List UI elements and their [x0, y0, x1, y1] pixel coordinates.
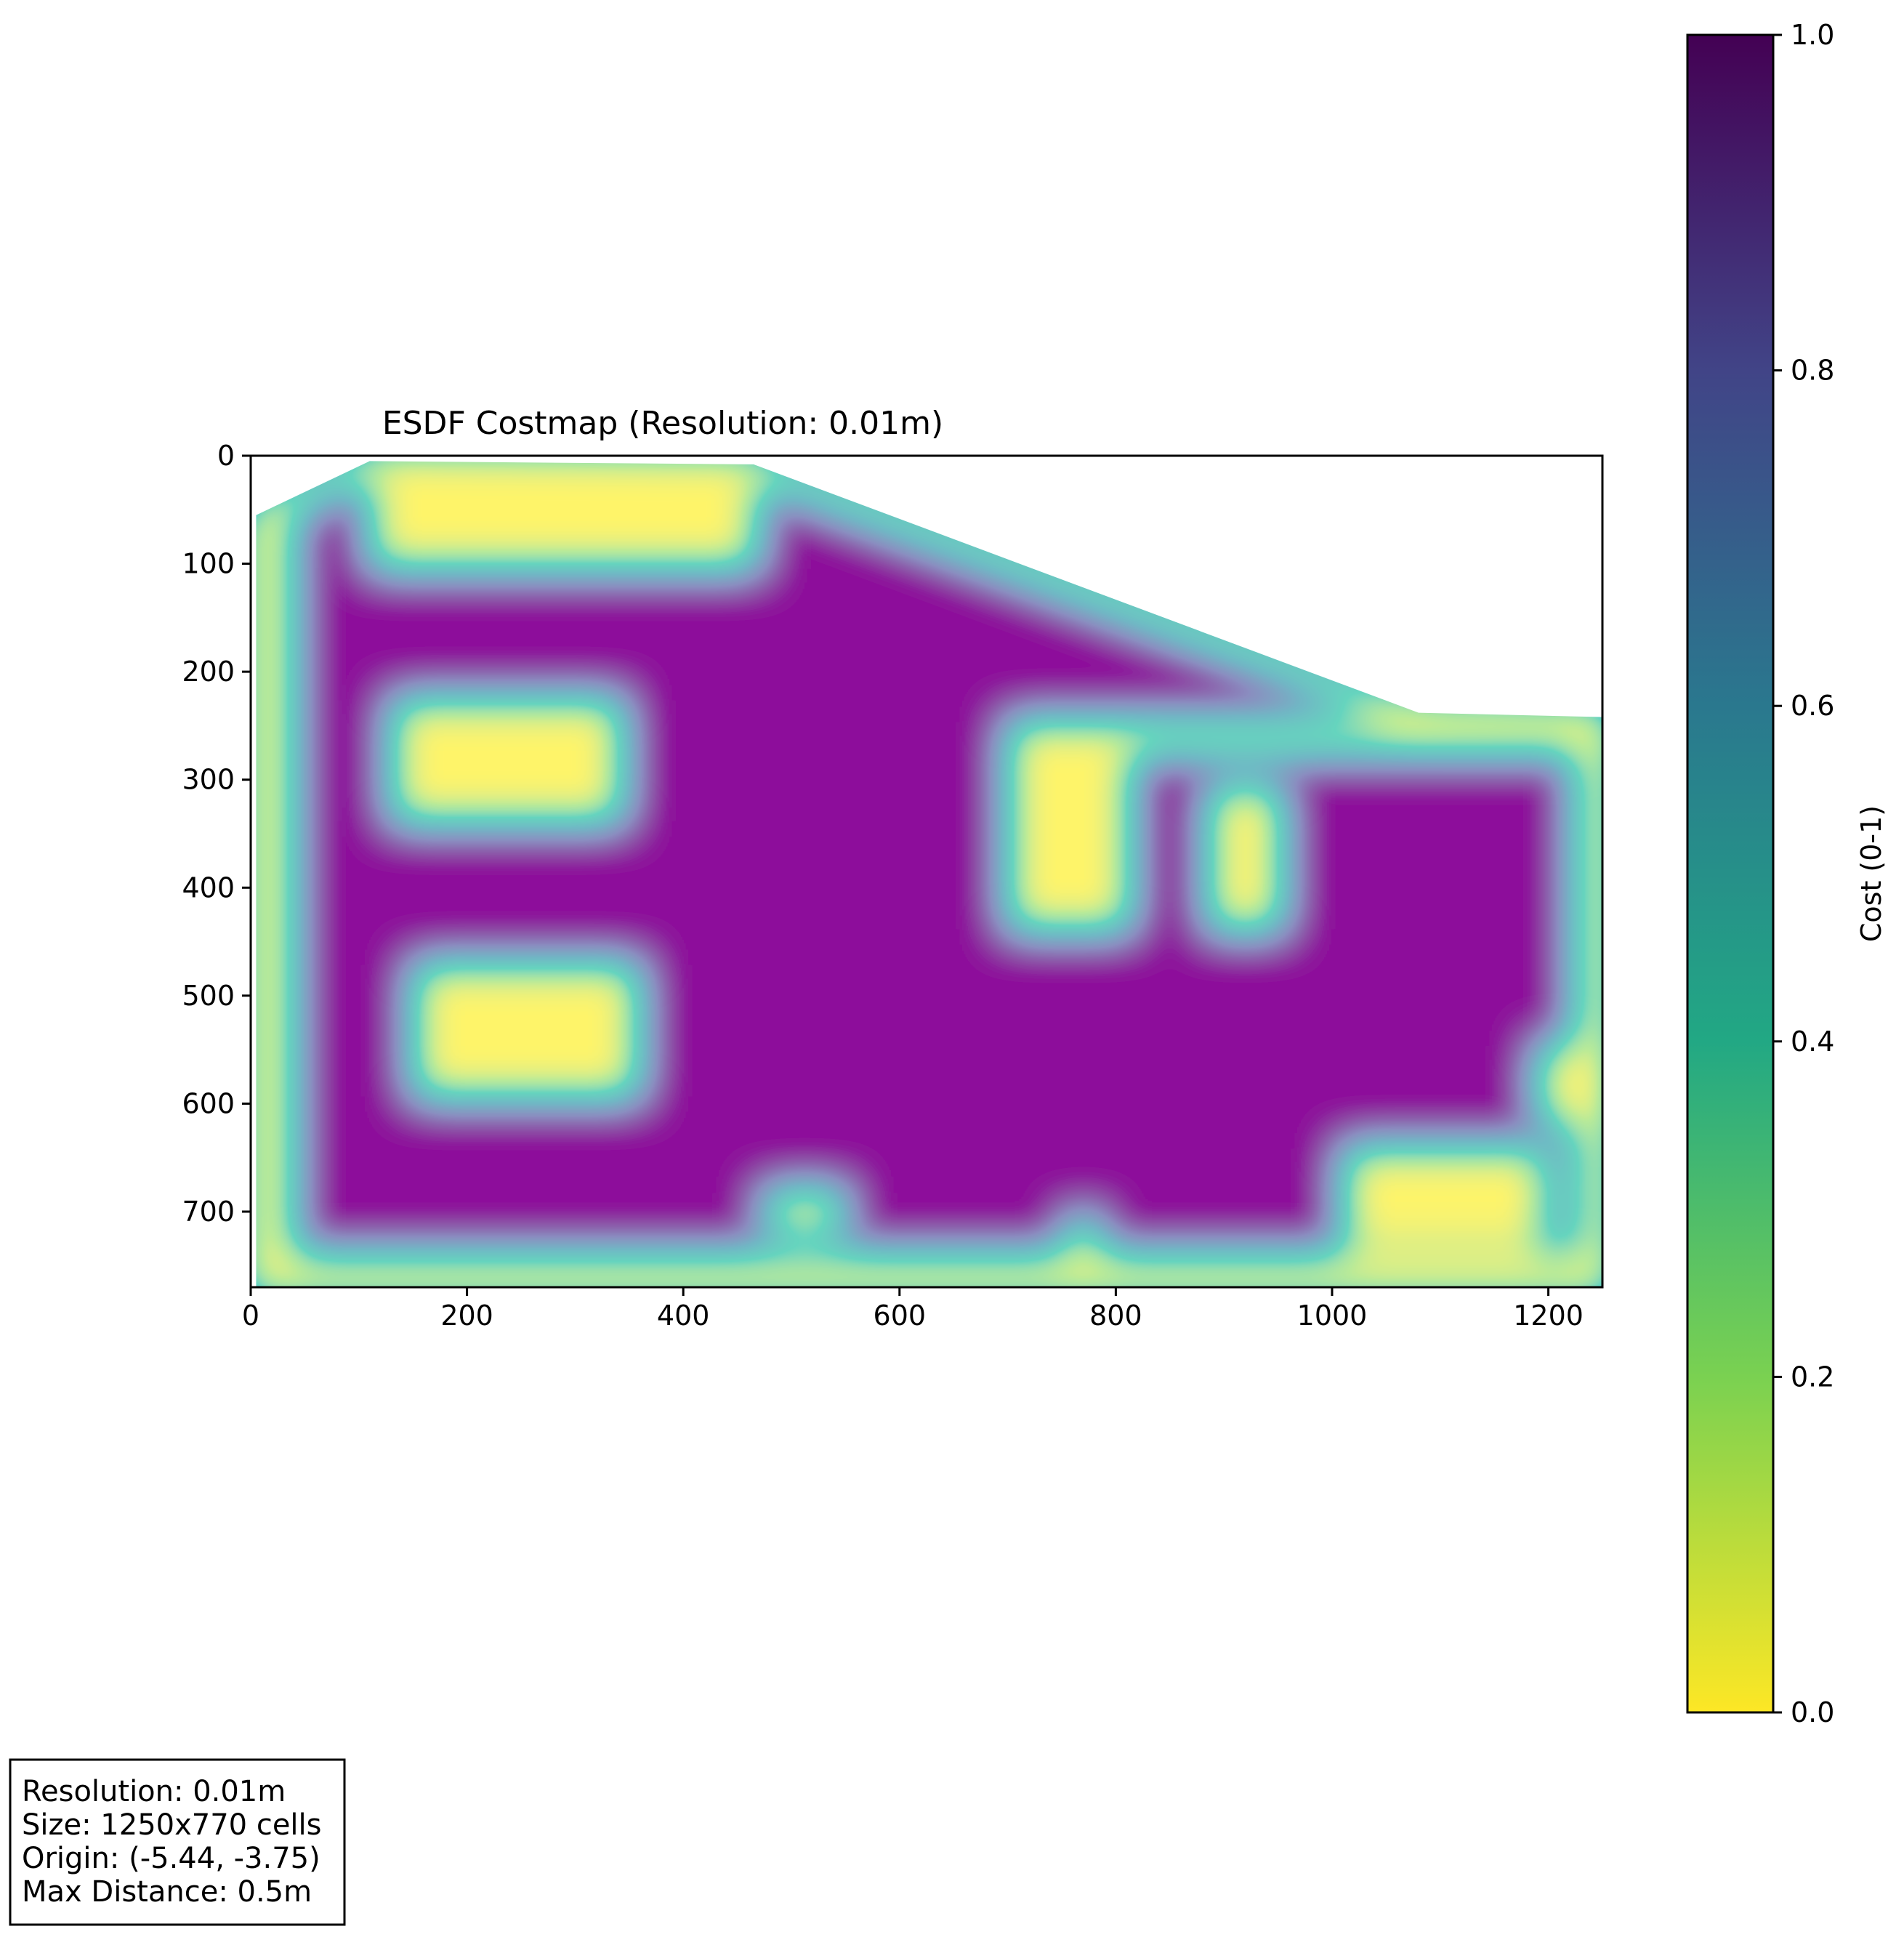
- y-tick-label: 500: [182, 980, 235, 1012]
- colorbar: 0.0 0.2 0.4 0.6 0.8 1.0 Cost (0-1): [1686, 19, 1887, 1728]
- y-tick-label: 700: [182, 1196, 235, 1228]
- obstacle-2: [413, 963, 640, 1098]
- y-axis: 0 100 200 300 400 500 600 700: [182, 440, 251, 1228]
- obstacle-8: [256, 515, 294, 1287]
- plot-area: 0 200 400 600 800 1000 1200 0 100 200 300 400 500 60…: [182, 440, 1604, 1332]
- colorbar-tick-label: 0.2: [1791, 1361, 1834, 1393]
- x-tick-label: 400: [657, 1300, 710, 1332]
- obstacle-0: [369, 461, 759, 569]
- x-tick-label: 200: [440, 1300, 493, 1332]
- obstacle-1: [391, 698, 624, 823]
- obstacle-7: [1007, 720, 1602, 753]
- info-box: Resolution: 0.01m Size: 1250x770 cells O…: [9, 1758, 346, 1926]
- info-max-distance: Max Distance: 0.5m: [22, 1875, 312, 1909]
- obstacle-9: [1575, 717, 1602, 1287]
- x-tick-label: 0: [242, 1300, 259, 1332]
- colorbar-ticks: 0.0 0.2 0.4 0.6 0.8 1.0: [1773, 19, 1834, 1728]
- x-tick-label: 600: [874, 1300, 927, 1332]
- colorbar-tick-label: 0.6: [1791, 690, 1834, 722]
- obstacle-5: [1342, 1146, 1549, 1249]
- info-box-frame: [9, 1758, 346, 1926]
- obstacle-10: [256, 1255, 1602, 1287]
- x-tick-label: 1200: [1513, 1300, 1584, 1332]
- info-origin: Origin: (-5.44, -3.75): [22, 1842, 320, 1875]
- obstacle-3: [1007, 730, 1132, 931]
- colorbar-tick-label: 0.4: [1791, 1026, 1834, 1058]
- y-tick-label: 200: [182, 656, 235, 688]
- obstacle-4: [1207, 785, 1284, 931]
- colorbar-gradient: [1686, 33, 1775, 1714]
- colorbar-tick-label: 0.0: [1791, 1696, 1834, 1728]
- x-axis: 0 200 400 600 800 1000 1200: [242, 1287, 1584, 1332]
- y-tick-label: 300: [182, 764, 235, 796]
- x-tick-label: 1000: [1297, 1300, 1368, 1332]
- y-tick-label: 400: [182, 871, 235, 903]
- plot-frame: [249, 454, 1604, 1289]
- x-tick-label: 800: [1089, 1300, 1142, 1332]
- chart-title: ESDF Costmap (Resolution: 0.01m): [382, 405, 943, 442]
- y-tick-label: 0: [217, 440, 235, 472]
- obstacle-11: [764, 1190, 846, 1233]
- colorbar-tick-label: 0.8: [1791, 355, 1834, 387]
- colorbar-tick-label: 1.0: [1791, 19, 1834, 51]
- colorbar-label: Cost (0-1): [1855, 805, 1887, 942]
- y-tick-label: 600: [182, 1087, 235, 1119]
- info-size: Size: 1250x770 cells: [22, 1808, 322, 1842]
- info-resolution: Resolution: 0.01m: [22, 1775, 286, 1808]
- obstacle-12: [1067, 1217, 1100, 1255]
- costmap-heatmap: [256, 461, 1602, 1287]
- y-tick-label: 100: [182, 548, 235, 580]
